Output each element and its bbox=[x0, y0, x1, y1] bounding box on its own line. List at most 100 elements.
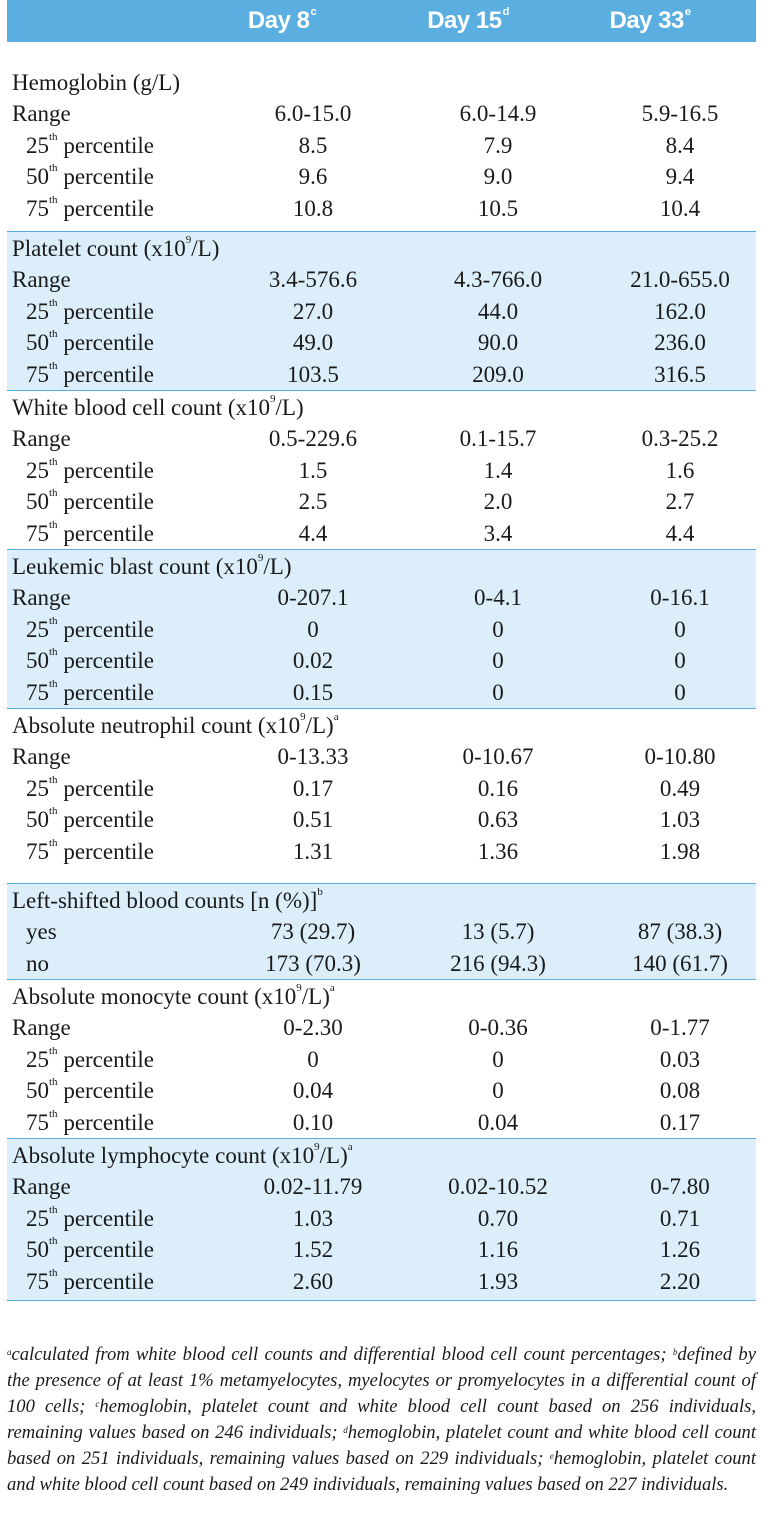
table-cell: 0.04 bbox=[477, 1109, 519, 1135]
row-label: Range bbox=[12, 426, 71, 451]
table-cell: 0 bbox=[492, 679, 504, 705]
header-day8: Day 8c bbox=[247, 6, 317, 34]
table-section: White blood cell count (x109/L) Range 0.5-… bbox=[7, 391, 756, 550]
table-row: Range 3.4-576.6 4.3-766.0 21.0-655.0 bbox=[7, 264, 756, 296]
row-label: 25th percentile bbox=[26, 296, 154, 324]
table-section: Leukemic blast count (x109/L) Range 0-207.… bbox=[7, 550, 756, 709]
table-row: 75th percentile 4.4 3.4 4.4 bbox=[7, 518, 756, 550]
table-cell: 0-16.1 bbox=[650, 585, 710, 610]
table-cell: 0 bbox=[492, 648, 504, 673]
table-cell: 216 (94.3) bbox=[450, 950, 546, 976]
section-title: Absolute monocyte count (x109/L)a bbox=[12, 982, 335, 1009]
table-cell: 0.08 bbox=[659, 1078, 701, 1103]
table-cell: 316.5 bbox=[654, 361, 706, 387]
table-section: Absolute lymphocyte count (x109/L)a Range… bbox=[7, 1139, 756, 1301]
row-label: Range bbox=[12, 267, 71, 292]
header-day33: Day 33e bbox=[609, 6, 691, 34]
table-row: 25th percentile 27.0 44.0 162.0 bbox=[7, 296, 756, 328]
table-section: Absolute neutrophil count (x109/L)a Range… bbox=[7, 709, 756, 884]
table-cell: 0-7.80 bbox=[650, 1174, 710, 1199]
section-title: Absolute neutrophil count (x109/L)a bbox=[12, 711, 339, 738]
row-label: 75th percentile bbox=[26, 1107, 154, 1135]
table-cell: 0-207.1 bbox=[277, 585, 349, 610]
table-cell: 0.03 bbox=[659, 1046, 701, 1072]
table-row: 25th percentile 1.5 1.4 1.6 bbox=[7, 455, 756, 487]
table-cell: 9.6 bbox=[298, 164, 328, 189]
table-cell: 1.31 bbox=[292, 838, 334, 864]
table-cell: 9.0 bbox=[483, 164, 513, 189]
table-cell: 236.0 bbox=[654, 330, 706, 355]
table-cell: 1.26 bbox=[659, 1237, 701, 1262]
table-cell: 2.0 bbox=[483, 489, 513, 514]
row-label: Range bbox=[12, 101, 71, 126]
table-cell: 0-10.80 bbox=[644, 744, 716, 769]
table-cell: 1.36 bbox=[477, 838, 519, 864]
table-cell: 0.15 bbox=[292, 679, 334, 705]
table-cell: 0.16 bbox=[477, 775, 519, 801]
table-row: Range 0-2.30 0-0.36 0-1.77 bbox=[7, 1012, 756, 1044]
table-row: 25th percentile 1.03 0.70 0.71 bbox=[7, 1203, 756, 1235]
row-label: 25th percentile bbox=[26, 1044, 154, 1072]
row-label: yes bbox=[26, 919, 57, 944]
table-cell: 6.0-14.9 bbox=[459, 101, 537, 126]
table-row: 50th percentile 0.51 0.63 1.03 bbox=[7, 804, 756, 836]
table-cell: 0-2.30 bbox=[283, 1015, 343, 1040]
table-row: 25th percentile 0 0 0 bbox=[7, 614, 756, 646]
table-cell: 9.4 bbox=[665, 164, 695, 189]
table-cell: 1.03 bbox=[659, 807, 701, 832]
table-row: Range 6.0-15.0 6.0-14.9 5.9-16.5 bbox=[7, 98, 756, 130]
table-cell: 87 (38.3) bbox=[637, 919, 723, 944]
table-cell: 73 (29.7) bbox=[270, 919, 356, 944]
table-cell: 2.20 bbox=[659, 1268, 701, 1294]
table-cell: 2.5 bbox=[298, 489, 328, 514]
section-title: Left-shifted blood counts [n (%)]b bbox=[12, 886, 323, 913]
table-cell: 44.0 bbox=[477, 298, 519, 324]
row-label: no bbox=[26, 950, 49, 976]
table-row: 25th percentile 0 0 0.03 bbox=[7, 1044, 756, 1076]
table-section: Platelet count (x109/L) Range 3.4-576.6 4.3… bbox=[7, 232, 756, 391]
row-label: 75th percentile bbox=[26, 1266, 154, 1294]
table-row: 75th percentile 1.31 1.36 1.98 bbox=[7, 836, 756, 868]
table-cell: 0.04 bbox=[292, 1078, 334, 1103]
table-row: 50th percentile 1.52 1.16 1.26 bbox=[7, 1234, 756, 1266]
table-row: yes 73 (29.7) 13 (5.7) 87 (38.3) bbox=[7, 916, 756, 948]
table-row: 75th percentile 0.15 0 0 bbox=[7, 677, 756, 709]
table-cell: 173 (70.3) bbox=[265, 950, 361, 976]
table-cell: 0.63 bbox=[477, 807, 519, 832]
row-label: 75th percentile bbox=[26, 677, 154, 705]
table-cell: 1.03 bbox=[292, 1205, 334, 1231]
row-label: 25th percentile bbox=[26, 1203, 154, 1231]
table-cell: 27.0 bbox=[292, 298, 334, 324]
table-cell: 2.7 bbox=[665, 489, 695, 514]
table-cell: 0 bbox=[307, 1046, 319, 1072]
table-cell: 0 bbox=[492, 1078, 504, 1103]
table-cell: 4.3-766.0 bbox=[453, 267, 543, 292]
table-cell: 0-13.33 bbox=[277, 744, 349, 769]
table-cell: 0.17 bbox=[292, 775, 334, 801]
table-cell: 0 bbox=[492, 1046, 504, 1072]
table-cell: 90.0 bbox=[477, 330, 519, 355]
table-row: Range 0-13.33 0-10.67 0-10.80 bbox=[7, 741, 756, 773]
section-title: Absolute lymphocyte count (x109/L)a bbox=[12, 1141, 353, 1168]
table-cell: 3.4-576.6 bbox=[268, 267, 358, 292]
table-cell: 10.5 bbox=[477, 195, 519, 221]
section-title: Leukemic blast count (x109/L) bbox=[12, 552, 292, 579]
table-cell: 1.93 bbox=[477, 1268, 519, 1294]
table-cell: 0.02-10.52 bbox=[448, 1174, 548, 1199]
table-cell: 8.5 bbox=[298, 132, 328, 158]
table-cell: 0-4.1 bbox=[474, 585, 522, 610]
table-cell: 1.5 bbox=[298, 457, 328, 483]
table-cell: 0.17 bbox=[659, 1109, 701, 1135]
table-section: Hemoglobin (g/L) Range 6.0-15.0 6.0-14.9 5.9… bbox=[7, 42, 756, 232]
table-cell: 10.8 bbox=[292, 195, 334, 221]
data-table: Day 8c Day 15d Day 33e Hemoglobin (g/L) R… bbox=[7, 0, 756, 1301]
table-cell: 1.4 bbox=[483, 457, 513, 483]
table-cell: 0-0.36 bbox=[468, 1015, 528, 1040]
table-body: Hemoglobin (g/L) Range 6.0-15.0 6.0-14.9 5.9… bbox=[7, 42, 756, 1301]
row-label: 75th percentile bbox=[26, 359, 154, 387]
table-row: 50th percentile 0.04 0 0.08 bbox=[7, 1075, 756, 1107]
table-row: 50th percentile 0.02 0 0 bbox=[7, 645, 756, 677]
header-day15: Day 15d bbox=[427, 6, 509, 34]
row-label: 50th percentile bbox=[26, 646, 154, 673]
row-label: Range bbox=[12, 585, 71, 610]
